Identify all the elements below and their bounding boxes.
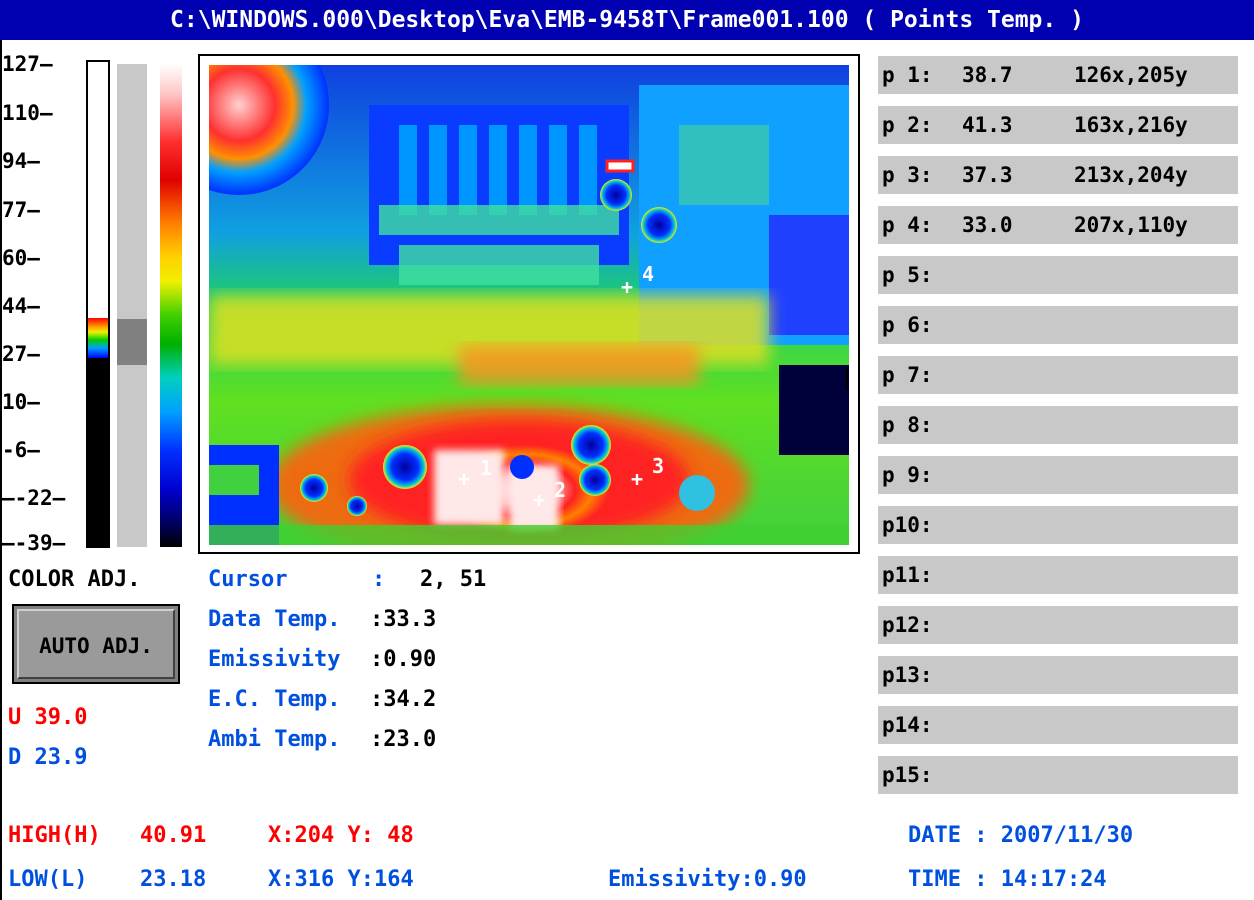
scale-tick: 27— (2, 342, 40, 366)
high-coords: X:204 Y: 48 (268, 823, 414, 848)
left-border (0, 40, 2, 900)
point-row-10[interactable]: p10: (878, 506, 1238, 544)
point-row-2[interactable]: p 2: 41.3 163x,216y (878, 106, 1238, 144)
frame-tick (846, 368, 848, 390)
point-row-5[interactable]: p 5: (878, 256, 1238, 294)
thermometer-color-band (88, 318, 108, 358)
cursor-value: 2, 51 (420, 567, 487, 592)
point-row-3[interactable]: p 3: 37.3 213x,204y (878, 156, 1238, 194)
point-row-13[interactable]: p13: (878, 656, 1238, 694)
low-label: LOW(L) (8, 867, 88, 892)
date-display: DATE : 2007/11/30 (908, 823, 1134, 848)
color-adj-label: COLOR ADJ. (8, 567, 141, 592)
footer-emissivity: Emissivity:0.90 (608, 867, 807, 892)
scale-tick: 10— (2, 390, 40, 414)
data-temp-value: :33.3 (370, 607, 437, 632)
high-label: HIGH(H) (8, 823, 101, 848)
marker-cross-3: + (631, 467, 643, 491)
scale-tick: -6— (2, 438, 40, 462)
range-slider-track[interactable] (117, 64, 147, 547)
point-row-12[interactable]: p12: (878, 606, 1238, 644)
ec-temp-value: :34.2 (370, 687, 437, 712)
scale-tick: 60— (2, 246, 40, 270)
thermal-image-frame[interactable]: + 1 + 2 + 3 + 4 (198, 54, 860, 554)
point-row-4[interactable]: p 4: 33.0 207x,110y (878, 206, 1238, 244)
time-display: TIME : 14:17:24 (908, 867, 1107, 892)
ambi-temp-label: Ambi Temp. (208, 727, 341, 752)
marker-label-3: 3 (652, 454, 664, 478)
scale-tick: 127— (2, 52, 53, 76)
low-coords: X:316 Y:164 (268, 867, 414, 892)
thermometer-fill (88, 358, 108, 546)
marker-label-2: 2 (554, 478, 566, 502)
auto-adj-button-label: AUTO ADJ. (17, 609, 175, 679)
low-value: 23.18 (140, 867, 207, 892)
range-slider-handle[interactable] (117, 319, 147, 365)
window-title: C:\WINDOWS.000\Desktop\Eva\EMB-9458T\Fra… (0, 0, 1254, 40)
upper-limit: U 39.0 (8, 705, 88, 730)
point-row-8[interactable]: p 8: (878, 406, 1238, 444)
cursor-label: Cursor (208, 567, 288, 592)
marker-label-1: 1 (480, 456, 492, 480)
scale-tick: 94— (2, 149, 40, 173)
point-row-6[interactable]: p 6: (878, 306, 1238, 344)
cursor-separator: : (372, 567, 386, 592)
marker-cross-1: + (458, 467, 470, 491)
scale-tick: —-22— (2, 486, 66, 510)
ec-temp-label: E.C. Temp. (208, 687, 341, 712)
point-row-9[interactable]: p 9: (878, 456, 1238, 494)
thermometer-bar (86, 60, 110, 548)
point-row-7[interactable]: p 7: (878, 356, 1238, 394)
point-row-14[interactable]: p14: (878, 706, 1238, 744)
auto-adj-button[interactable]: AUTO ADJ. (12, 604, 180, 684)
color-palette-bar (160, 64, 182, 547)
high-value: 40.91 (140, 823, 207, 848)
thermal-image[interactable]: + 1 + 2 + 3 + 4 (209, 65, 849, 545)
marker-label-4: 4 (642, 262, 654, 286)
point-row-15[interactable]: p15: (878, 756, 1238, 794)
lower-limit: D 23.9 (8, 745, 88, 770)
scale-tick: —-39— (2, 531, 66, 555)
marker-cross-2: + (533, 488, 545, 512)
ambi-temp-value: :23.0 (370, 727, 437, 752)
scale-tick: 110— (2, 101, 53, 125)
point-row-1[interactable]: p 1: 38.7 126x,205y (878, 56, 1238, 94)
data-temp-label: Data Temp. (208, 607, 341, 632)
emissivity-value: :0.90 (370, 647, 437, 672)
marker-cross-4: + (621, 275, 633, 299)
scale-tick: 44— (2, 294, 40, 318)
emissivity-label: Emissivity (208, 647, 341, 672)
point-row-11[interactable]: p11: (878, 556, 1238, 594)
scale-tick: 77— (2, 198, 40, 222)
